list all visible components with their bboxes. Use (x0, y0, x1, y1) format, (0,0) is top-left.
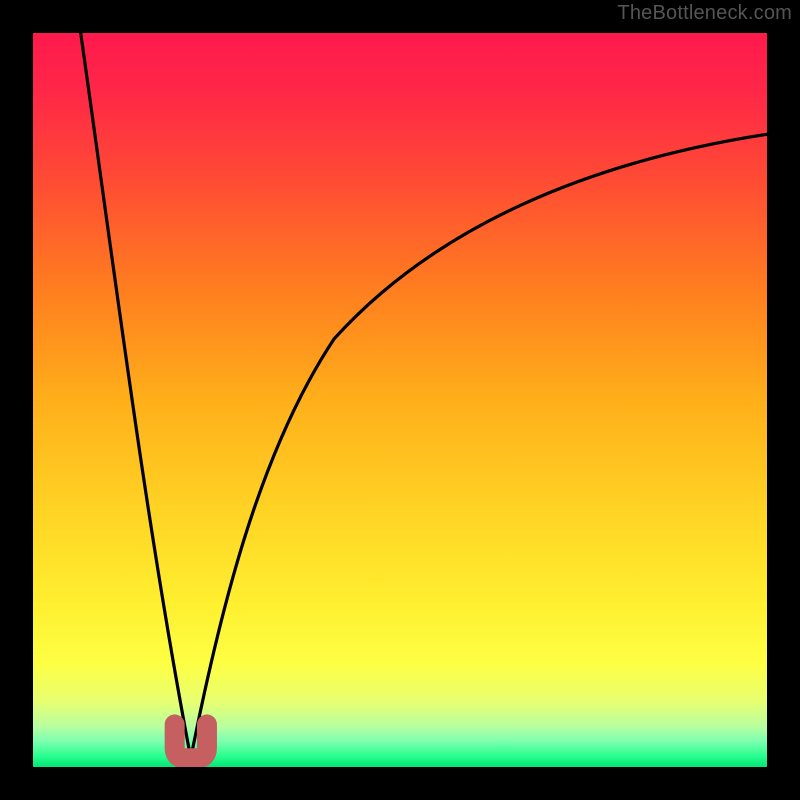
watermark-text: TheBottleneck.com (617, 2, 792, 25)
bottleneck-chart (0, 0, 800, 800)
plot-area (33, 33, 767, 767)
chart-stage: TheBottleneck.com (0, 0, 800, 800)
